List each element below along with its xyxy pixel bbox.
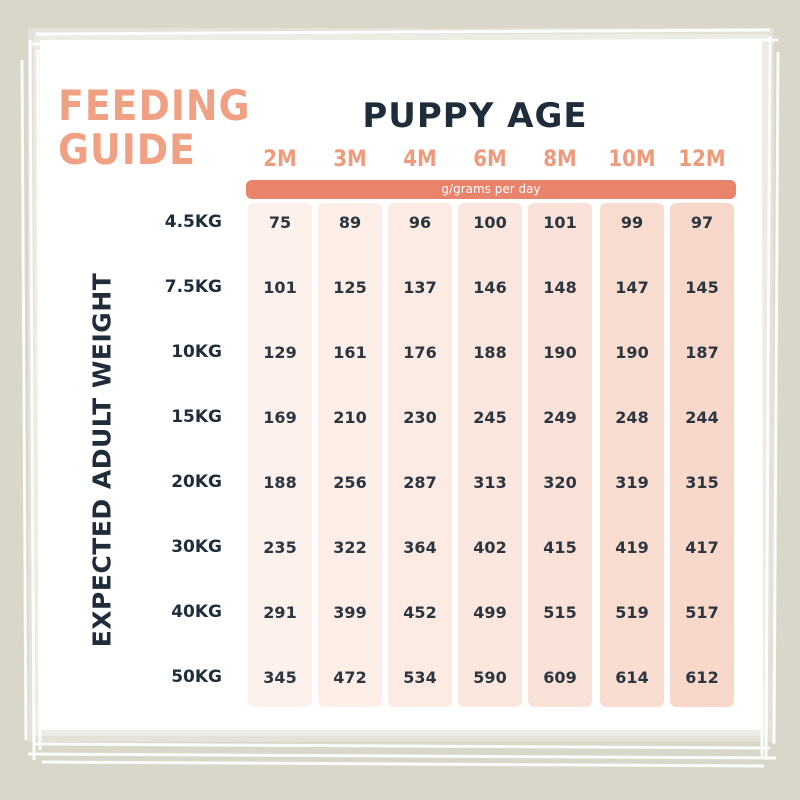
table-cell: 210 <box>333 408 367 427</box>
title-line-2: GUIDE <box>58 125 196 174</box>
table-cell: 147 <box>615 278 649 297</box>
table-cell: 313 <box>473 473 507 492</box>
row-label-30kg: 30KG <box>171 537 222 557</box>
puppy-age-title: PUPPY AGE <box>362 96 588 136</box>
table-cell: 97 <box>690 213 714 232</box>
column-background-3m <box>318 203 382 707</box>
table-cell: 145 <box>685 278 719 297</box>
feeding-guide-title: FEEDING GUIDE <box>58 84 251 172</box>
table-cell: 176 <box>403 343 437 362</box>
table-cell: 417 <box>685 538 719 557</box>
table-cell: 517 <box>685 603 719 622</box>
table-cell: 315 <box>685 473 719 492</box>
column-background-6m <box>458 203 522 707</box>
table-cell: 364 <box>403 538 437 557</box>
column-background-4m <box>388 203 452 707</box>
table-cell: 187 <box>685 343 719 362</box>
column-background-12m <box>670 203 734 707</box>
row-label-40kg: 40KG <box>171 602 222 622</box>
table-cell: 614 <box>615 668 649 687</box>
table-cell: 129 <box>263 343 297 362</box>
table-cell: 415 <box>543 538 577 557</box>
table-cell: 419 <box>615 538 649 557</box>
table-cell: 100 <box>473 213 507 232</box>
table-cell: 609 <box>543 668 577 687</box>
table-cell: 230 <box>403 408 437 427</box>
column-header-4m: 4M <box>403 147 437 172</box>
table-cell: 499 <box>473 603 507 622</box>
expected-adult-weight-title: EXPECTED ADULT WEIGHT <box>87 272 117 648</box>
table-cell: 99 <box>620 213 644 232</box>
table-cell: 319 <box>615 473 649 492</box>
table-cell: 399 <box>333 603 367 622</box>
table-cell: 75 <box>268 213 292 232</box>
column-header-8m: 8M <box>543 147 577 172</box>
table-cell: 322 <box>333 538 367 557</box>
column-header-3m: 3M <box>333 147 367 172</box>
column-background-2m <box>248 203 312 707</box>
row-label-50kg: 50KG <box>171 667 222 687</box>
table-cell: 515 <box>543 603 577 622</box>
table-cell: 101 <box>543 213 577 232</box>
table-cell: 244 <box>685 408 719 427</box>
table-cell: 245 <box>473 408 507 427</box>
table-cell: 345 <box>263 668 297 687</box>
row-label-7-5kg: 7.5KG <box>164 277 222 297</box>
table-cell: 169 <box>263 408 297 427</box>
table-cell: 188 <box>263 473 297 492</box>
table-cell: 190 <box>543 343 577 362</box>
table-cell: 125 <box>333 278 367 297</box>
table-cell: 256 <box>333 473 367 492</box>
unit-bar: g/grams per day <box>246 180 736 199</box>
column-header-6m: 6M <box>473 147 507 172</box>
table-cell: 320 <box>543 473 577 492</box>
table-cell: 519 <box>615 603 649 622</box>
table-cell: 402 <box>473 538 507 557</box>
table-cell: 89 <box>338 213 362 232</box>
row-label-15kg: 15KG <box>171 407 222 427</box>
table-cell: 161 <box>333 343 367 362</box>
column-header-2m: 2M <box>263 147 297 172</box>
table-cell: 248 <box>615 408 649 427</box>
row-label-10kg: 10KG <box>171 342 222 362</box>
table-cell: 612 <box>685 668 719 687</box>
table-cell: 249 <box>543 408 577 427</box>
row-label-4-5kg: 4.5KG <box>164 212 222 232</box>
table-cell: 96 <box>408 213 432 232</box>
column-header-12m: 12M <box>678 147 726 172</box>
table-cell: 534 <box>403 668 437 687</box>
column-header-10m: 10M <box>608 147 656 172</box>
table-cell: 590 <box>473 668 507 687</box>
table-cell: 472 <box>333 668 367 687</box>
table-cell: 287 <box>403 473 437 492</box>
table-cell: 188 <box>473 343 507 362</box>
table-cell: 146 <box>473 278 507 297</box>
table-cell: 148 <box>543 278 577 297</box>
table-cell: 101 <box>263 278 297 297</box>
row-label-20kg: 20KG <box>171 472 222 492</box>
table-cell: 235 <box>263 538 297 557</box>
title-line-1: FEEDING <box>58 81 251 130</box>
table-cell: 137 <box>403 278 437 297</box>
column-background-10m <box>600 203 664 707</box>
table-cell: 190 <box>615 343 649 362</box>
table-cell: 291 <box>263 603 297 622</box>
table-cell: 452 <box>403 603 437 622</box>
column-background-8m <box>528 203 592 707</box>
